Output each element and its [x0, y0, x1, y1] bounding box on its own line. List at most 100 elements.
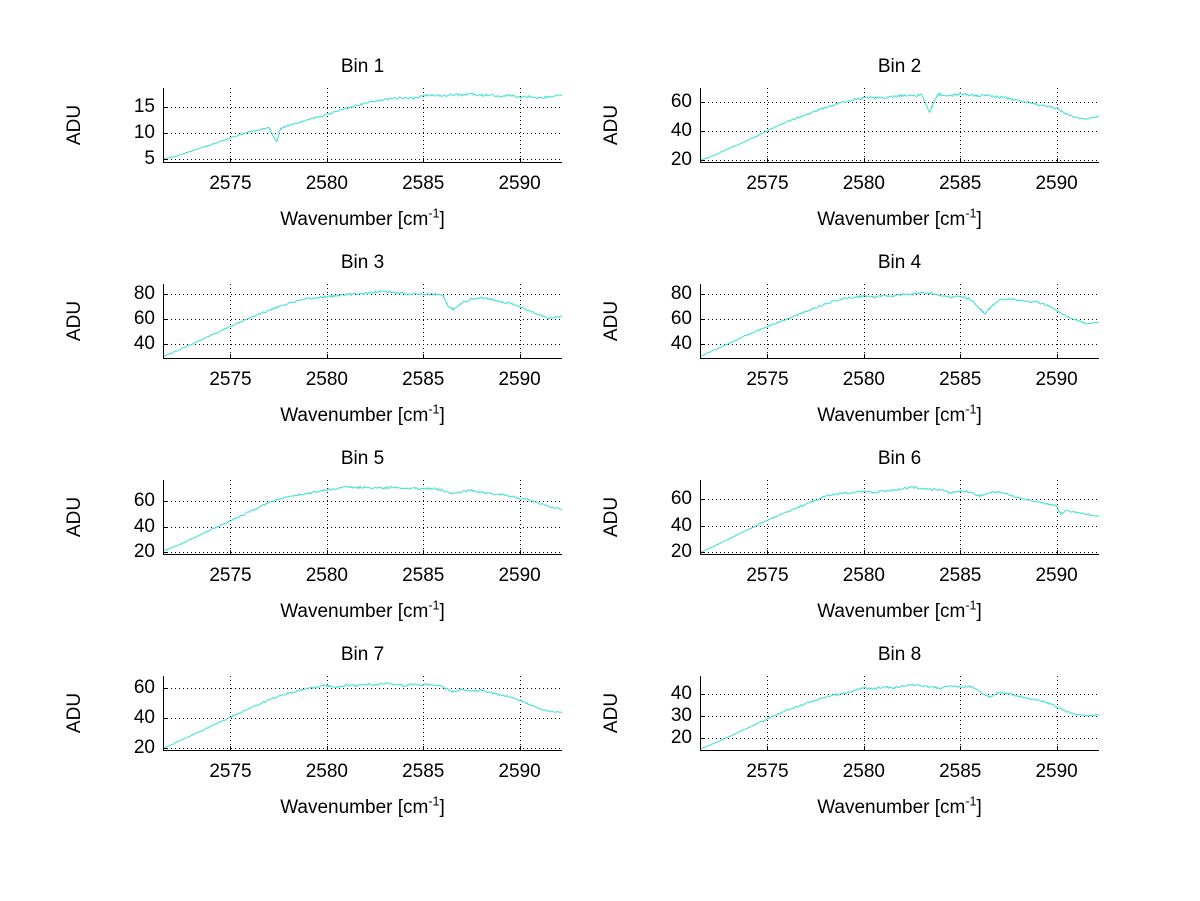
- subplot-title: Bin 8: [877, 644, 922, 665]
- y-tick-label: 30: [670, 704, 692, 726]
- y-tick-label: 40: [133, 515, 155, 537]
- x-tick-label: 2575: [209, 369, 252, 390]
- y-tick-label: 60: [133, 489, 155, 511]
- subplot-title: Bin 1: [340, 56, 385, 77]
- x-tick-label: 2575: [209, 761, 252, 782]
- x-tick-label: 2585: [402, 173, 445, 194]
- x-tick-label: 2590: [498, 761, 541, 782]
- y-tick-label: 60: [670, 487, 692, 509]
- y-tick-label: 80: [670, 283, 692, 304]
- y-tick-label: 15: [133, 95, 155, 117]
- y-axis-label: ADU: [64, 300, 85, 341]
- x-axis-label: Wavenumber [cm-1]: [817, 598, 982, 622]
- y-axis-label: ADU: [601, 496, 622, 537]
- x-tick-label: 2575: [746, 761, 789, 782]
- spectrum-line: [162, 682, 563, 749]
- x-tick-label: 2585: [402, 565, 445, 586]
- y-tick-label: 5: [144, 147, 155, 169]
- y-tick-label: 40: [670, 682, 692, 704]
- x-tick-label: 2590: [1035, 761, 1078, 782]
- subplot-title: Bin 3: [340, 252, 385, 273]
- x-tick-label: 2580: [305, 173, 348, 194]
- x-tick-label: 2590: [1035, 369, 1078, 390]
- y-tick-label: 60: [670, 91, 692, 113]
- y-tick-label: 20: [133, 541, 155, 563]
- y-axis-label: ADU: [64, 692, 85, 733]
- y-tick-label: 20: [670, 726, 692, 748]
- y-tick-label: 60: [670, 308, 692, 329]
- y-tick-label: 20: [670, 541, 692, 563]
- x-tick-label: 2590: [498, 565, 541, 586]
- y-tick-label: 40: [133, 707, 155, 728]
- x-tick-label: 2590: [498, 173, 541, 194]
- x-tick-label: 2580: [842, 369, 885, 390]
- y-axis-label: ADU: [601, 300, 622, 341]
- x-tick-label: 2590: [1035, 565, 1078, 586]
- subplot-title: Bin 7: [340, 644, 385, 665]
- x-tick-label: 2585: [939, 369, 982, 390]
- y-tick-label: 40: [670, 514, 692, 536]
- spectrum-line: [162, 485, 563, 552]
- y-tick-label: 40: [670, 333, 692, 354]
- spectrum-line: [162, 92, 563, 160]
- x-axis-label: Wavenumber [cm-1]: [280, 402, 445, 426]
- subplot-title: Bin 2: [877, 56, 922, 77]
- plot-area: [699, 284, 1100, 360]
- subplot-bin-5: Bin 5 20 40 60 2575 2580 2585 2590 ADU Wavenumber…: [43, 447, 582, 622]
- subplot-bin-4: Bin 4 40 60 80 2575 2580 2585 2590 ADU Wavenumber…: [580, 251, 1119, 426]
- spectrum-line: [699, 485, 1100, 553]
- x-tick-label: 2580: [305, 761, 348, 782]
- x-tick-label: 2585: [939, 173, 982, 194]
- y-axis-label: ADU: [64, 104, 85, 145]
- subplot-bin-2: Bin 2 20 40 60 2575 2580 2585 2590 ADU Wavenumber…: [580, 55, 1119, 230]
- x-tick-label: 2585: [402, 761, 445, 782]
- spectrum-line: [162, 289, 563, 358]
- x-axis-label: Wavenumber [cm-1]: [817, 206, 982, 230]
- y-tick-label: 60: [133, 677, 155, 698]
- plot-area: [162, 480, 563, 556]
- y-axis-label: ADU: [64, 496, 85, 537]
- subplot-bin-8: Bin 8 20 30 40 2575 2580 2585 2590 ADU Wavenumber…: [580, 643, 1119, 818]
- plot-area: [699, 676, 1100, 752]
- subplot-bin-1: Bin 1 5 10 15 2575 2580 2585 2590 ADU Wavenumber …: [43, 55, 582, 230]
- x-tick-label: 2580: [842, 565, 885, 586]
- x-axis-label: Wavenumber [cm-1]: [280, 794, 445, 818]
- x-tick-label: 2580: [842, 761, 885, 782]
- x-axis-label: Wavenumber [cm-1]: [280, 206, 445, 230]
- x-axis-label: Wavenumber [cm-1]: [817, 794, 982, 818]
- subplot-bin-7: Bin 7 20 40 60 2575 2580 2585 2590 ADU Wavenumber…: [43, 643, 582, 818]
- spectrum-line: [699, 683, 1100, 750]
- subplot-bin-6: Bin 6 20 40 60 2575 2580 2585 2590 ADU Wavenumber…: [580, 447, 1119, 622]
- x-tick-label: 2575: [746, 369, 789, 390]
- plot-area: [162, 88, 563, 164]
- x-tick-label: 2580: [842, 173, 885, 194]
- x-tick-label: 2580: [305, 565, 348, 586]
- subplot-bin-3: Bin 3 40 60 80 2575 2580 2585 2590 ADU Wavenumber…: [43, 251, 582, 426]
- plot-area: [162, 676, 563, 752]
- plot-area: [162, 284, 563, 360]
- y-tick-label: 40: [670, 120, 692, 142]
- subplot-title: Bin 6: [877, 448, 922, 469]
- y-tick-label: 20: [670, 149, 692, 171]
- y-tick-label: 10: [133, 121, 155, 143]
- x-tick-label: 2590: [498, 369, 541, 390]
- y-tick-label: 40: [133, 333, 155, 354]
- x-tick-label: 2575: [209, 173, 252, 194]
- x-axis-label: Wavenumber [cm-1]: [817, 402, 982, 426]
- y-axis-label: ADU: [601, 104, 622, 145]
- x-tick-label: 2575: [746, 173, 789, 194]
- y-axis-label: ADU: [601, 692, 622, 733]
- y-tick-label: 20: [133, 737, 155, 758]
- x-tick-label: 2575: [209, 565, 252, 586]
- plot-area: [699, 88, 1100, 164]
- x-tick-label: 2575: [746, 565, 789, 586]
- x-tick-label: 2590: [1035, 173, 1078, 194]
- plot-area: [699, 480, 1100, 556]
- spectrum-line: [699, 91, 1100, 161]
- x-tick-label: 2585: [939, 761, 982, 782]
- subplot-title: Bin 5: [340, 448, 385, 469]
- subplot-title: Bin 4: [877, 252, 922, 273]
- x-tick-label: 2585: [939, 565, 982, 586]
- x-tick-label: 2585: [402, 369, 445, 390]
